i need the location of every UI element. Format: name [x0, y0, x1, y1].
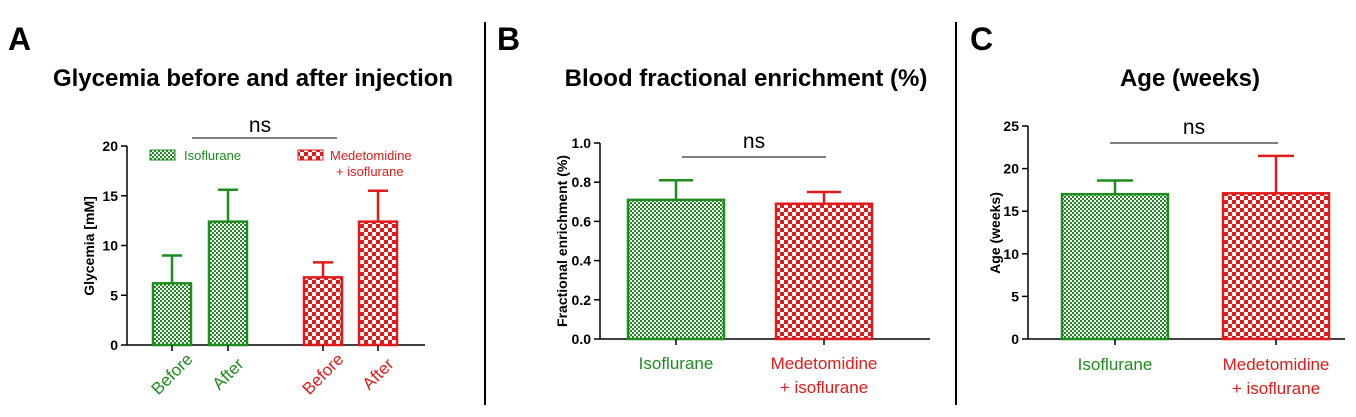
y-tick-label: 0.2 — [572, 292, 592, 308]
legend-swatch-isoflurane — [149, 149, 176, 161]
y-tick-label: 0.6 — [572, 213, 592, 229]
bar — [626, 198, 726, 341]
bar — [207, 220, 249, 347]
y-tick-label: 0.0 — [572, 331, 592, 347]
y-tick-label: 20 — [1003, 161, 1019, 177]
panel-c-significance-label: ns — [1183, 116, 1205, 139]
panel-b-significance-label: ns — [743, 130, 765, 153]
x-category-label-line2: + isoflurane — [1232, 379, 1320, 398]
y-tick-label: 15 — [1003, 203, 1019, 219]
panel-a-title: Glycemia before and after injection — [53, 65, 453, 92]
bar — [1060, 192, 1170, 341]
panel-a-y-axis-title: Glycemia [mM] — [81, 196, 97, 296]
bar — [1221, 192, 1331, 341]
y-tick-label: 5 — [110, 287, 118, 303]
panel-letter-c: C — [970, 21, 993, 57]
panel-letter-a: A — [8, 21, 31, 57]
legend-swatch-medetomidine — [297, 149, 324, 161]
x-category-label: Before — [148, 350, 197, 399]
bar — [302, 276, 344, 347]
y-tick-label: 25 — [1003, 118, 1019, 134]
panel-b-title: Blood fractional enrichment (%) — [565, 65, 928, 92]
y-tick-label: 10 — [102, 238, 118, 254]
panel-c-y-axis-title: Age (weeks) — [987, 192, 1003, 274]
x-category-label: After — [359, 354, 398, 393]
x-category-label: Medetomidine — [771, 354, 878, 373]
bar — [151, 282, 193, 347]
x-category-label-line2: + isoflurane — [780, 378, 868, 397]
panel-c-plot: 0 5 10 15 20 25 Isoflurane Medetomidine + isoflu… — [1003, 118, 1345, 398]
panel-a-significance-label: ns — [249, 114, 271, 137]
panel-letter-b: B — [497, 21, 520, 57]
x-category-label: After — [209, 354, 248, 393]
y-tick-label: 20 — [102, 138, 118, 154]
bar — [774, 202, 874, 341]
bar — [357, 220, 399, 347]
y-tick-label: 0.8 — [572, 174, 592, 190]
panel-b-plot: 0.0 0.2 0.4 0.6 0.8 1.0 Isoflurane Medetomidine… — [572, 135, 930, 397]
legend-label-isoflurane: Isoflurane — [184, 148, 241, 163]
x-category-label: Medetomidine — [1223, 355, 1330, 374]
legend-label-medetomidine-line2: + isoflurane — [336, 164, 404, 179]
legend-label-medetomidine-line1: Medetomidine — [330, 148, 412, 163]
y-tick-label: 0.4 — [572, 253, 592, 269]
x-category-label: Isoflurane — [639, 354, 714, 373]
y-tick-label: 0 — [110, 337, 118, 353]
y-tick-label: 5 — [1011, 288, 1019, 304]
panel-b-y-axis-title: Fractional enrichment (%) — [554, 155, 570, 327]
y-tick-label: 10 — [1003, 246, 1019, 262]
y-tick-label: 15 — [102, 188, 118, 204]
panel-a-legend: Isoflurane Medetomidine + isoflurane — [149, 148, 412, 179]
panel-c-title: Age (weeks) — [1120, 65, 1260, 92]
y-tick-label: 1.0 — [572, 135, 592, 151]
x-category-label: Isoflurane — [1078, 355, 1153, 374]
x-category-label: Before — [299, 350, 348, 399]
y-tick-label: 0 — [1011, 331, 1019, 347]
